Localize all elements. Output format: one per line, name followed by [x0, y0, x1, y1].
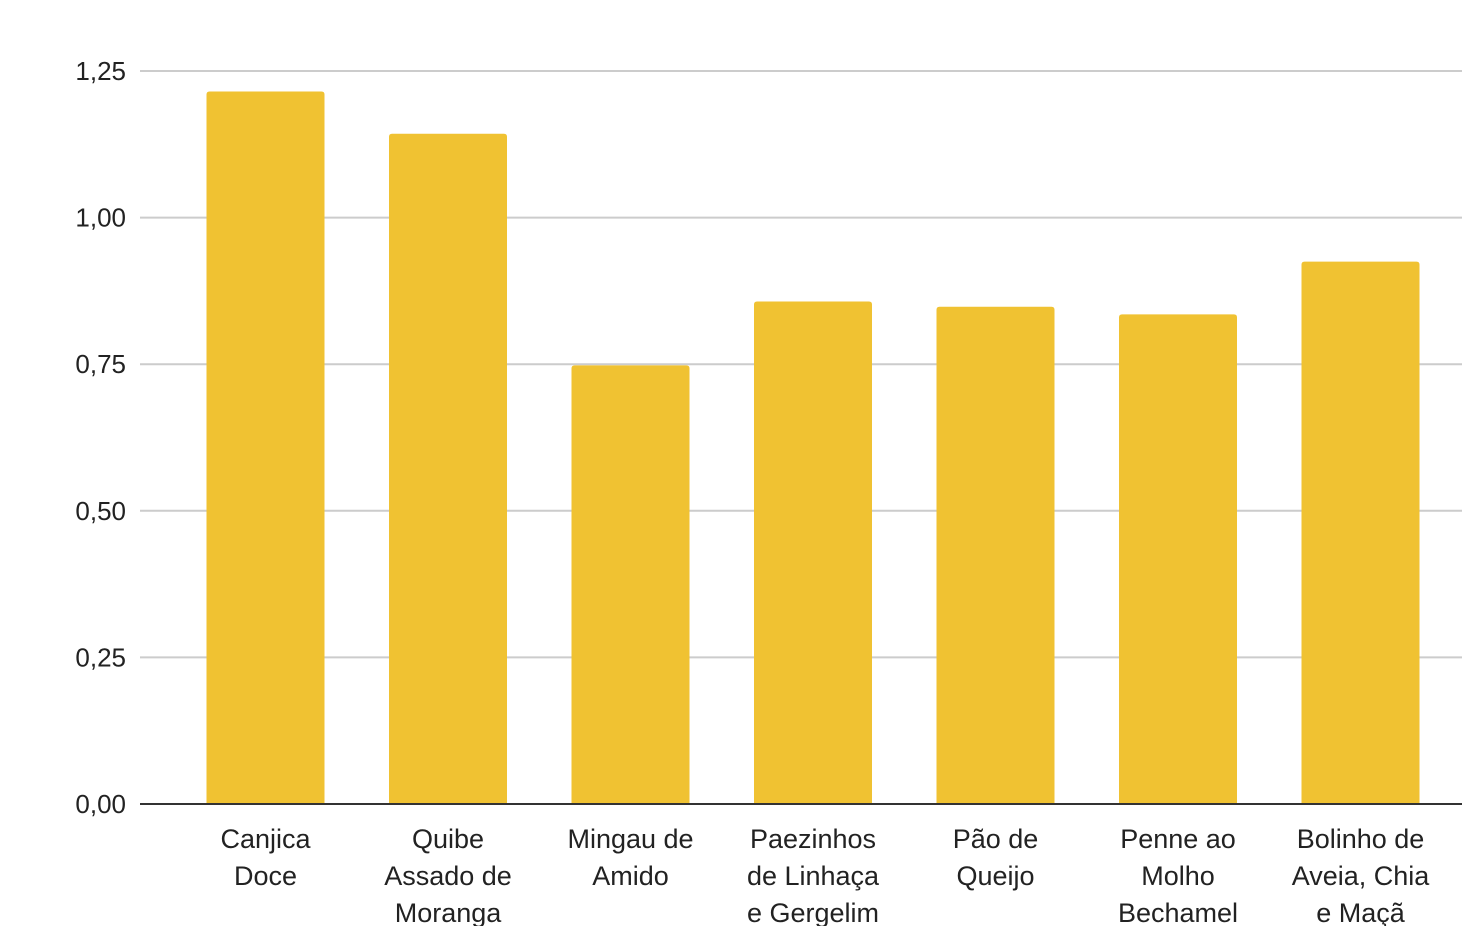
x-tick-label-line: Mingau de — [567, 824, 693, 854]
x-tick-label: Bolinho de Aveia, Chia e Maçã — [1292, 824, 1431, 926]
x-tick-label-line: Assado de — [384, 861, 512, 891]
x-tick-label: Pão de Queijo — [953, 824, 1039, 891]
y-tick-label: 1,25 — [75, 56, 126, 86]
y-tick-label: 0,75 — [75, 349, 126, 379]
x-tick-label-line: e Maçã — [1316, 898, 1406, 926]
bar — [754, 301, 872, 804]
bar — [571, 365, 690, 804]
x-tick-label-line: Aveia, Chia — [1292, 861, 1431, 891]
x-tick-label-line: Bechamel — [1118, 898, 1238, 926]
bar — [936, 306, 1055, 804]
bar — [389, 133, 507, 804]
x-tick-label-line: de Linhaça — [747, 861, 880, 891]
bar — [1119, 314, 1237, 804]
x-tick-label-line: Quibe — [412, 824, 484, 854]
y-tick-label: 0,25 — [75, 642, 126, 672]
x-tick-label-line: Molho — [1141, 861, 1215, 891]
bar — [206, 91, 325, 805]
x-tick-label-line: Penne ao — [1120, 824, 1236, 854]
x-tick-label-line: Canjica — [220, 824, 311, 854]
x-tick-label: Paezinhos de Linhaça e Gergelim — [747, 824, 880, 926]
x-tick-label-line: Amido — [592, 861, 669, 891]
y-tick-labels: 0,00 0,25 0,50 0,75 1,00 1,25 — [75, 56, 126, 819]
x-tick-label: Canjica Doce — [220, 824, 311, 891]
x-tick-labels: Canjica Doce Quibe Assado de Moranga Mingau d… — [220, 824, 1430, 926]
x-tick-label: Mingau de Amido — [567, 824, 693, 891]
x-tick-label-line: Paezinhos — [750, 824, 876, 854]
x-tick-label-line: Queijo — [956, 861, 1034, 891]
x-tick-label-line: e Gergelim — [747, 898, 879, 926]
bar — [1301, 261, 1420, 805]
x-tick-label-line: Moranga — [395, 898, 503, 926]
x-tick-label: Quibe Assado de Moranga — [384, 824, 512, 926]
x-tick-label-line: Bolinho de — [1297, 824, 1425, 854]
x-tick-label-line: Pão de — [953, 824, 1039, 854]
x-tick-label-line: Doce — [234, 861, 297, 891]
y-tick-label: 0,50 — [75, 496, 126, 526]
bars — [206, 91, 1420, 805]
x-tick-label: Penne ao Molho Bechamel — [1118, 824, 1238, 926]
y-tick-label: 0,00 — [75, 789, 126, 819]
y-tick-label: 1,00 — [75, 203, 126, 233]
